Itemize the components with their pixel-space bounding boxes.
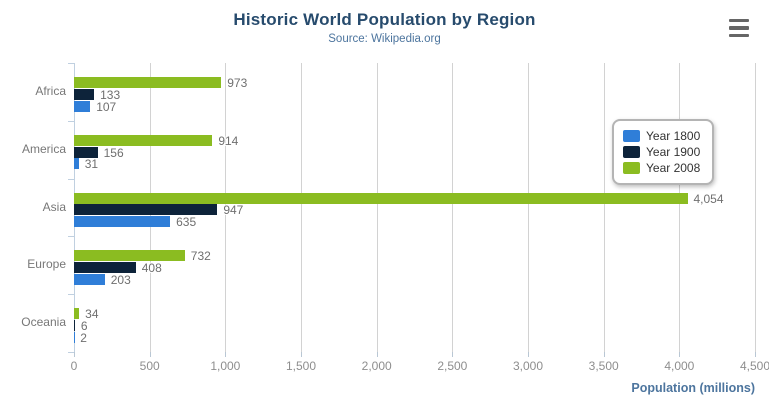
- category-label-asia: Asia: [42, 199, 66, 214]
- gridline: [603, 63, 605, 352]
- bar-europe-year-2008[interactable]: [74, 250, 185, 262]
- x-axis-tick: [149, 352, 151, 357]
- x-axis-tick: [301, 352, 302, 357]
- gridline: [452, 63, 454, 352]
- hamburger-icon: [729, 33, 749, 37]
- x-axis-tick: [679, 352, 681, 357]
- export-menu-button[interactable]: [729, 19, 749, 37]
- x-axis-title: Population (millions): [631, 381, 755, 395]
- data-label-america-year-1900: 156: [103, 145, 124, 160]
- data-label-oceania-year-1800: 2: [80, 330, 87, 345]
- data-label-america-year-2008: 914: [218, 133, 239, 148]
- category-boundary-tick: [68, 178, 74, 180]
- hamburger-icon: [729, 19, 749, 23]
- x-tick-label-500: 500: [139, 359, 160, 373]
- chart-subtitle: Source: Wikipedia.org: [328, 33, 441, 45]
- x-tick-label-0: 0: [70, 359, 78, 373]
- legend-swatch-year-2008: [623, 162, 640, 174]
- gridline: [528, 63, 529, 352]
- category-boundary-tick: [68, 352, 74, 353]
- x-axis-tick: [452, 352, 454, 357]
- data-label-africa-year-1800: 107: [96, 99, 117, 114]
- data-label-america-year-1800: 31: [84, 157, 99, 172]
- bar-oceania-year-2008[interactable]: [74, 308, 80, 320]
- data-label-oceania-year-2008: 34: [85, 307, 99, 322]
- x-tick-label-4-500: 4,500: [739, 359, 769, 373]
- bar-africa-year-2008[interactable]: [74, 77, 222, 88]
- gridline: [301, 63, 302, 352]
- bar-asia-year-2008[interactable]: [74, 192, 688, 204]
- gridline: [679, 63, 681, 352]
- category-label-america: America: [21, 141, 66, 156]
- data-label-asia-year-1800: 635: [176, 215, 197, 230]
- legend: Year 1800 Year 1900 Year 2008: [612, 119, 715, 185]
- category-label-europe: Europe: [27, 257, 66, 272]
- x-axis-tick: [74, 352, 75, 357]
- x-axis-tick: [755, 352, 756, 357]
- data-label-europe-year-1900: 408: [141, 261, 162, 276]
- legend-label: Year 2008: [646, 161, 701, 175]
- category-boundary-tick: [68, 63, 74, 64]
- legend-item-year-2008[interactable]: Year 2008: [623, 160, 700, 176]
- gridline: [755, 63, 756, 352]
- data-label-europe-year-2008: 732: [190, 249, 211, 264]
- x-tick-label-4-000: 4,000: [664, 359, 695, 373]
- x-tick-label-2-000: 2,000: [361, 359, 392, 373]
- data-label-europe-year-1800: 203: [110, 273, 131, 287]
- bar-africa-year-1800[interactable]: [74, 100, 91, 112]
- bar-europe-year-1800[interactable]: [74, 274, 105, 285]
- bar-america-year-2008[interactable]: [74, 134, 213, 146]
- x-tick-label-2-500: 2,500: [437, 359, 468, 373]
- x-tick-label-1-500: 1,500: [285, 359, 317, 373]
- legend-item-year-1900[interactable]: Year 1900: [623, 144, 700, 160]
- chart-title: Historic World Population by Region: [233, 10, 536, 29]
- x-axis-tick: [225, 352, 227, 357]
- category-boundary-tick: [68, 236, 74, 238]
- x-tick-label-3-500: 3,500: [588, 359, 619, 373]
- hamburger-icon: [729, 26, 749, 30]
- bar-america-year-1800[interactable]: [74, 158, 79, 170]
- bar-asia-year-1900[interactable]: [74, 204, 218, 216]
- bar-oceania-year-1900[interactable]: [74, 320, 75, 331]
- data-label-africa-year-2008: 973: [227, 76, 248, 90]
- x-tick-label-1-000: 1,000: [210, 359, 241, 373]
- bar-america-year-1900[interactable]: [74, 146, 98, 158]
- data-label-asia-year-1900: 947: [223, 203, 244, 218]
- legend-label: Year 1900: [646, 145, 701, 159]
- data-label-africa-year-1900: 133: [100, 87, 121, 102]
- legend-swatch-year-1900: [623, 146, 640, 158]
- category-label-africa: Africa: [35, 83, 66, 98]
- x-axis-tick: [603, 352, 605, 357]
- legend-label: Year 1800: [646, 129, 701, 143]
- bar-africa-year-1900[interactable]: [74, 88, 95, 100]
- data-label-oceania-year-1900: 6: [80, 319, 88, 333]
- x-axis-tick: [528, 352, 529, 357]
- bar-europe-year-1900[interactable]: [74, 262, 136, 274]
- x-axis-tick: [376, 352, 378, 357]
- category-boundary-tick: [68, 120, 74, 122]
- gridline: [225, 63, 227, 352]
- data-label-asia-year-2008: 4,054: [693, 191, 724, 206]
- x-tick-label-3-000: 3,000: [512, 359, 544, 373]
- gridline: [376, 63, 378, 352]
- legend-swatch-year-1800: [623, 130, 640, 142]
- category-label-oceania: Oceania: [21, 315, 66, 330]
- legend-item-year-1800[interactable]: Year 1800: [623, 128, 700, 144]
- bar-asia-year-1800[interactable]: [74, 216, 171, 228]
- category-boundary-tick: [68, 294, 74, 296]
